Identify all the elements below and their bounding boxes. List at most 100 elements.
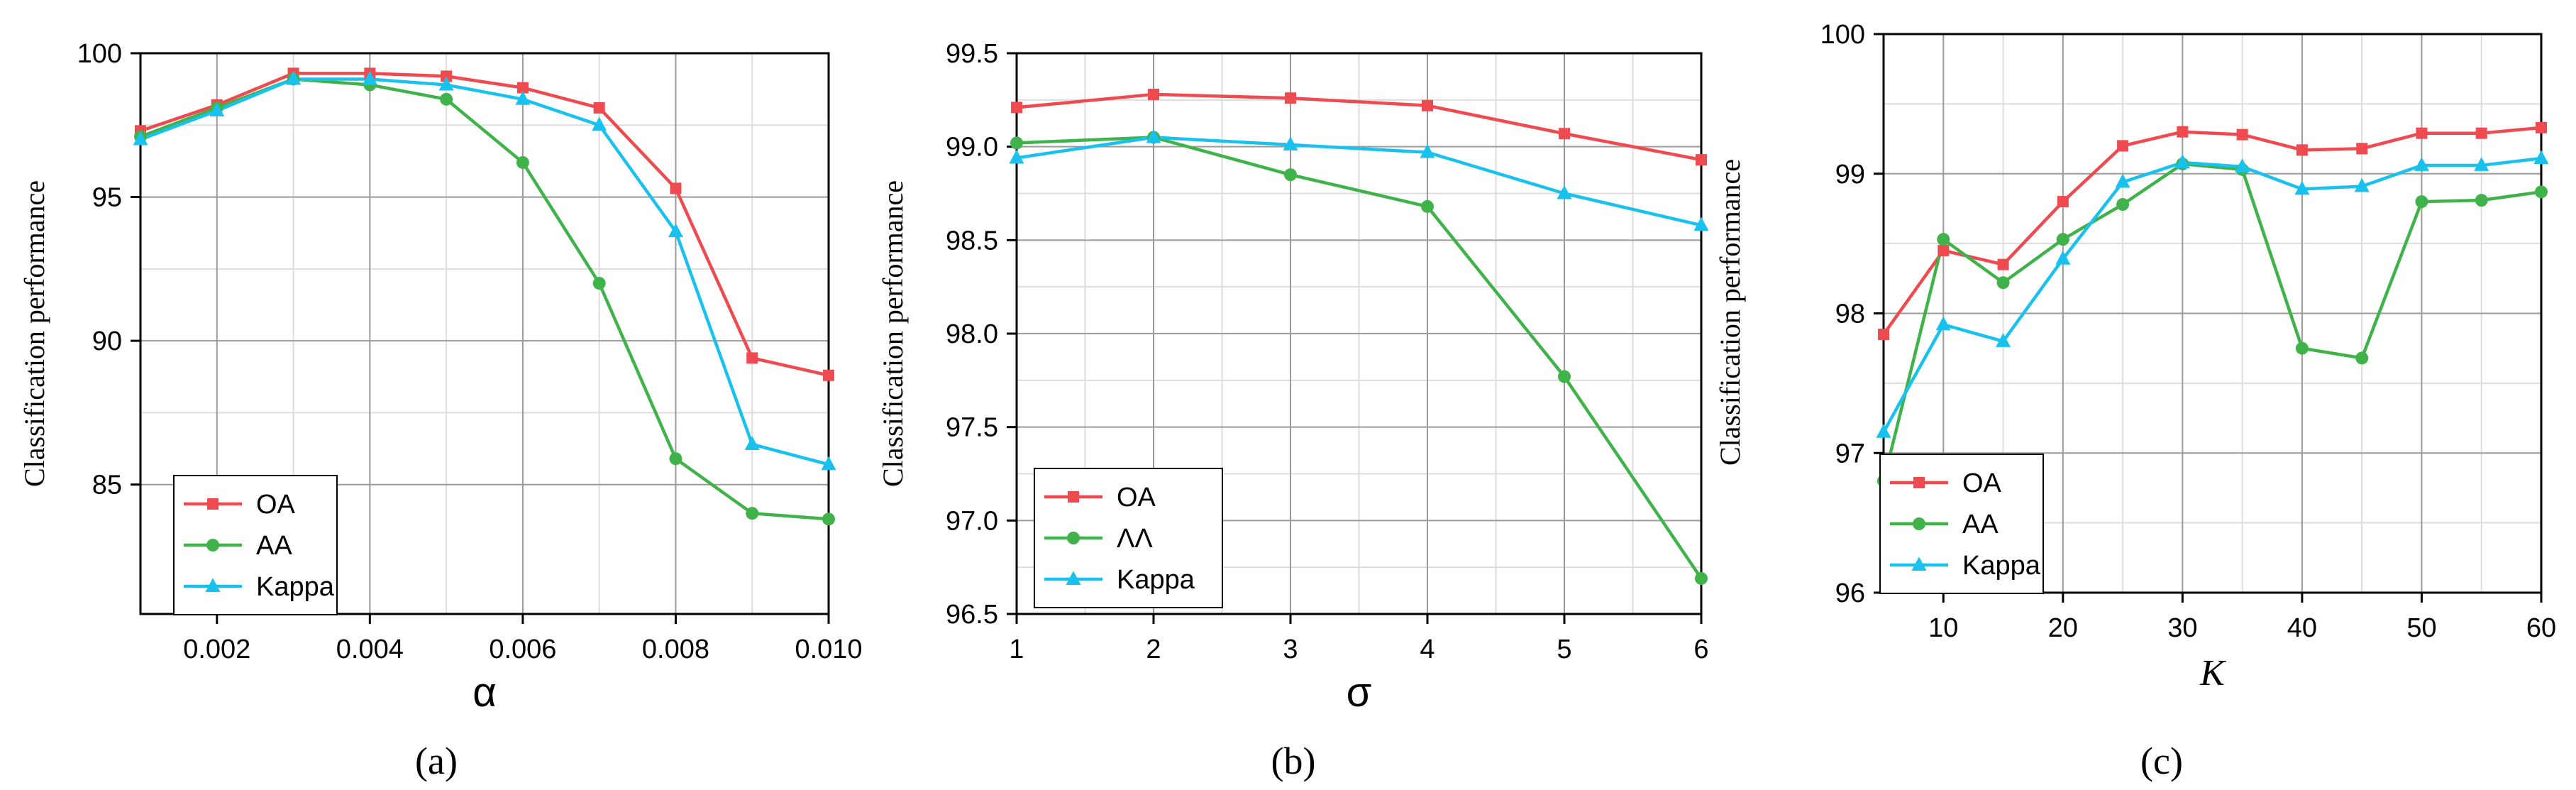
y-tick-label: 99 [1835, 160, 1865, 190]
data-point-aa [2116, 198, 2130, 212]
x-tick-label: 50 [2406, 613, 2436, 643]
legend-marker-oa [207, 498, 219, 510]
data-point-kappa [1996, 333, 2011, 347]
series-line-oa [140, 72, 829, 377]
data-point-aa [1996, 276, 2010, 290]
data-point-oa [441, 70, 453, 82]
data-point-kappa [2354, 177, 2370, 192]
data-point-kappa [1420, 143, 1435, 158]
data-point-kappa [2235, 158, 2250, 172]
chart-panel-3: 10 20 30 40 50 60 96 97 98 99 100 K Classification p… [1714, 20, 2556, 782]
y-tick-label: 97.0 [946, 506, 998, 536]
y-tick-label: 96.5 [946, 600, 998, 630]
data-point-kappa [2055, 250, 2071, 265]
data-point-oa [516, 82, 529, 94]
legend-label: OA [256, 490, 296, 520]
legend: OA AA Kappa [173, 475, 338, 615]
data-point-oa [2356, 143, 2368, 155]
legend-label: Kappa [1962, 551, 2041, 581]
x-tick-label: 5 [1557, 635, 1571, 664]
data-point-aa [2355, 351, 2369, 365]
y-axis-label: Classification performance [18, 180, 50, 487]
legend-marker-kappa [205, 578, 221, 592]
series-group [1009, 88, 1709, 585]
data-point-kappa [1935, 316, 1951, 331]
legend-label: OA [1962, 468, 2002, 498]
data-point-aa [2056, 233, 2069, 246]
data-point-kappa [1693, 216, 1709, 231]
legend-marker-aa [1913, 517, 1925, 530]
y-tick-label: 99.0 [946, 133, 998, 163]
data-point-kappa [438, 76, 454, 91]
x-tick-label: 60 [2526, 613, 2556, 643]
legend-marker-aa [206, 539, 219, 552]
data-point-aa [1010, 136, 1023, 150]
data-point-kappa [2474, 157, 2489, 171]
data-point-oa [2475, 127, 2487, 139]
data-point-kappa [821, 456, 836, 471]
data-point-oa [1559, 128, 1570, 140]
data-point-kappa [592, 116, 607, 131]
x-axis-label: σ [1347, 669, 1372, 715]
legend-marker-oa [1913, 477, 1925, 488]
y-tick-label: 85 [92, 471, 122, 500]
x-axis-label: α [472, 669, 497, 715]
data-point-kappa [1146, 128, 1161, 143]
x-tick-label: 1 [1009, 635, 1024, 664]
data-point-oa [2536, 121, 2547, 133]
legend-label: Kappa [256, 572, 335, 602]
legend-item-kappa: Kappa [184, 572, 335, 602]
chart-panel-2: 1 2 3 4 5 6 96.5 97.0 97.5 98.0 98.5 99.0 99.5 σ Class… [877, 39, 1709, 782]
data-point-oa [1878, 329, 1889, 341]
x-tick-label: 0.004 [336, 635, 404, 664]
series-line-kappa [140, 77, 829, 466]
legend-label: AA [1962, 510, 1999, 539]
data-point-aa [1558, 370, 1571, 383]
data-point-oa [746, 352, 758, 364]
legend-item-aa: ΛΛ [1044, 524, 1153, 554]
data-point-kappa [1009, 149, 1024, 164]
x-tick-label: 0.010 [795, 635, 862, 664]
data-point-oa [1696, 154, 1707, 166]
data-point-oa [2057, 196, 2069, 208]
legend-label: OA [1117, 483, 1156, 512]
series-line-oa [1016, 92, 1702, 162]
legend-item-oa: OA [1044, 483, 1156, 512]
legend-item-kappa: Kappa [1890, 551, 2041, 581]
x-tick-label: 40 [2287, 613, 2317, 643]
x-tick-label: 0.008 [642, 635, 709, 664]
series-line-oa [1882, 126, 2542, 336]
data-point-aa [1937, 233, 1950, 246]
y-tick-label: 90 [92, 327, 122, 356]
x-tick-label: 2 [1146, 635, 1161, 664]
series-line-aa [1016, 136, 1703, 580]
data-point-oa [1937, 244, 1950, 256]
data-point-kappa [515, 91, 531, 105]
series-line-kappa [1882, 156, 2542, 433]
x-tick-label: 10 [1928, 613, 1958, 643]
data-point-aa [592, 277, 606, 290]
legend-item-aa: AA [1890, 510, 1999, 539]
series-line-aa [1881, 162, 2542, 482]
legend-marker-kappa [1911, 556, 1927, 571]
legend: OA AA Kappa [1879, 454, 2044, 594]
x-tick-label: 30 [2167, 613, 2197, 643]
panel-label: (b) [1271, 740, 1316, 782]
data-point-kappa [1557, 185, 1572, 199]
y-tick-label: 100 [77, 39, 122, 69]
legend-marker-kappa [1066, 571, 1081, 585]
data-point-kappa [286, 70, 302, 85]
data-point-aa [1284, 168, 1297, 182]
data-point-oa [670, 182, 682, 194]
y-tick-label: 97 [1835, 439, 1865, 468]
data-point-aa [1421, 199, 1434, 213]
data-point-oa [1285, 92, 1296, 104]
chart-panel-1: 0.002 0.004 0.006 0.008 0.010 85 90 95 100 α Class… [18, 39, 863, 782]
x-tick-label: 0.006 [489, 635, 556, 664]
data-point-aa [2295, 341, 2309, 355]
x-tick-label: 6 [1693, 635, 1708, 664]
legend-item-aa: AA [184, 531, 292, 561]
data-point-kappa [2115, 173, 2130, 188]
y-tick-label: 98.0 [946, 319, 998, 349]
plot-frame [139, 52, 830, 615]
